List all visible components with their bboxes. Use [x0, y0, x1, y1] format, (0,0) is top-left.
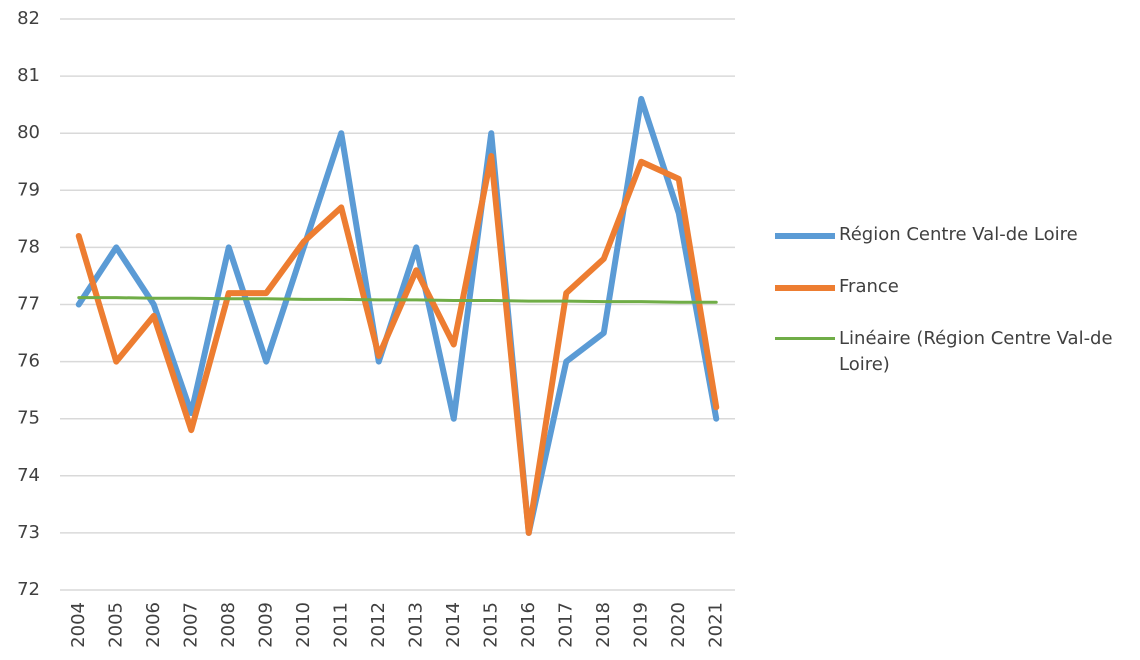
x-tick-label: 2021	[705, 602, 726, 648]
y-tick-label: 72	[17, 579, 40, 600]
legend-item: Région Centre Val-de Loire	[775, 222, 1135, 248]
y-tick-label: 74	[17, 465, 40, 486]
legend-swatch	[775, 233, 835, 239]
x-tick-label: 2005	[105, 602, 126, 648]
x-tick-label: 2013	[405, 602, 426, 648]
x-tick-label: 2017	[555, 602, 576, 648]
x-tick-label: 2009	[255, 602, 276, 648]
legend-swatch	[775, 285, 835, 291]
x-tick-label: 2006	[143, 602, 164, 648]
series-line	[75, 95, 720, 536]
y-tick-label: 78	[17, 236, 40, 257]
x-tick-label: 2010	[293, 602, 314, 648]
x-tick-label: 2008	[218, 602, 239, 648]
x-tick-label: 2020	[668, 602, 689, 648]
x-tick-label: 2012	[368, 602, 389, 648]
legend-label: Région Centre Val-de Loire	[839, 224, 1078, 245]
y-tick-label: 80	[17, 122, 40, 143]
y-tick-label: 81	[17, 65, 40, 86]
y-tick-label: 77	[17, 294, 40, 315]
y-tick-label: 76	[17, 351, 40, 372]
x-tick-label: 2014	[443, 602, 464, 648]
legend-swatch	[775, 337, 835, 340]
y-tick-label: 82	[17, 8, 40, 29]
legend-item: Linéaire (Région Centre Val-de Loire)	[775, 326, 1135, 378]
series-line	[77, 296, 718, 304]
x-tick-label: 2019	[630, 602, 651, 648]
series-line	[75, 153, 720, 536]
legend-item: France	[775, 274, 1135, 300]
y-tick-label: 75	[17, 408, 40, 429]
x-tick-label: 2015	[480, 602, 501, 648]
x-tick-label: 2016	[518, 602, 539, 648]
legend: Région Centre Val-de Loire France Linéaire…	[775, 222, 1135, 404]
y-tick-label: 79	[17, 179, 40, 200]
y-tick-label: 73	[17, 522, 40, 543]
x-tick-label: 2007	[180, 602, 201, 648]
legend-label: France	[839, 276, 899, 297]
x-tick-label: 2018	[593, 602, 614, 648]
legend-label: Linéaire (Région Centre Val-de Loire)	[839, 328, 1113, 375]
x-tick-label: 2004	[68, 602, 89, 648]
x-tick-label: 2011	[330, 602, 351, 648]
